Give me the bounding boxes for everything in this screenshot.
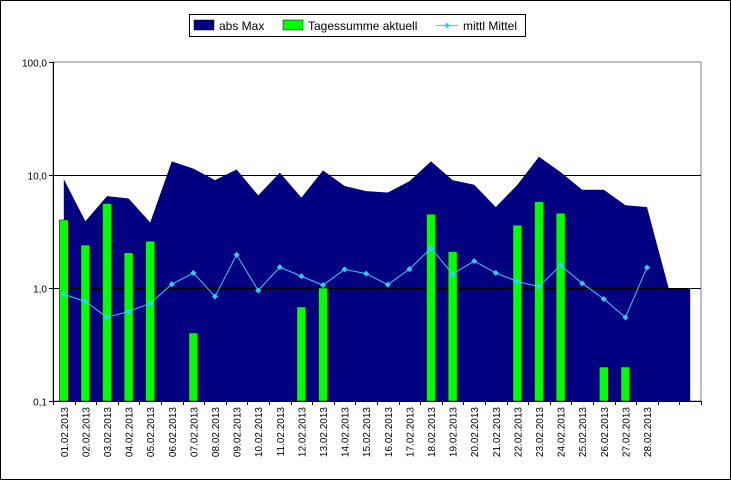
x-tick-label: 01.02.2013 xyxy=(60,407,71,457)
point xyxy=(276,264,283,271)
x-tick-label: 19.02.2013 xyxy=(449,407,460,457)
point xyxy=(622,314,629,321)
bar xyxy=(102,203,112,402)
line-mittl-mittel xyxy=(63,247,648,319)
x-tick-label: 20.02.2013 xyxy=(470,407,481,457)
point xyxy=(384,281,391,288)
axis-layer: 0,1 1,0 10,0 100,0 01.02.2013 02.02.2013 03.02… xyxy=(22,59,702,457)
x-tick-label: 03.02.2013 xyxy=(103,407,114,457)
bar xyxy=(296,306,307,402)
x-tick-label: 14.02.2013 xyxy=(341,407,352,457)
y-tick-label: 10,0 xyxy=(28,172,48,183)
point xyxy=(82,298,89,305)
point xyxy=(168,281,175,288)
point xyxy=(341,266,348,273)
x-tick-label: 13.02.2013 xyxy=(319,407,330,457)
grid-layer xyxy=(53,175,701,289)
y-tick-label: 1,0 xyxy=(33,285,47,296)
point xyxy=(557,262,564,269)
x-tick-label: 21.02.2013 xyxy=(492,407,503,457)
x-tick-label: 26.02.2013 xyxy=(600,407,611,457)
x-tick-label: 22.02.2013 xyxy=(513,407,524,457)
x-tick-label: 28.02.2013 xyxy=(643,407,654,457)
bar xyxy=(59,219,69,402)
x-tick-label: 02.02.2013 xyxy=(81,407,92,457)
bar xyxy=(512,224,523,402)
bar xyxy=(620,366,631,402)
x-tick-label: 15.02.2013 xyxy=(362,407,373,457)
legend-marker xyxy=(444,22,450,29)
point xyxy=(363,270,370,277)
point xyxy=(536,283,542,290)
point xyxy=(60,291,67,298)
x-tick-label: 23.02.2013 xyxy=(535,407,546,457)
point xyxy=(255,287,262,294)
legend-label: abs Max xyxy=(219,19,264,33)
point xyxy=(492,269,499,276)
x-tick-label: 09.02.2013 xyxy=(233,407,244,457)
bar xyxy=(188,332,199,402)
bar xyxy=(123,252,134,402)
x-tick-label: 18.02.2013 xyxy=(427,407,438,457)
bar xyxy=(145,240,155,402)
point xyxy=(600,295,607,302)
point xyxy=(644,264,650,271)
bar xyxy=(534,201,544,402)
point xyxy=(471,258,478,265)
x-tick-label: 25.02.2013 xyxy=(578,407,589,457)
legend-box xyxy=(189,14,526,37)
point xyxy=(147,300,154,307)
bar xyxy=(318,287,328,402)
bar xyxy=(80,244,91,402)
x-tick-label: 04.02.2013 xyxy=(125,407,136,457)
x-tick-label: 24.02.2013 xyxy=(557,407,568,457)
legend-swatch xyxy=(193,19,215,31)
point xyxy=(212,293,218,300)
bar xyxy=(555,212,566,402)
point xyxy=(449,271,456,278)
x-tick-label: 16.02.2013 xyxy=(384,407,395,457)
x-tick-label: 05.02.2013 xyxy=(146,407,157,457)
bar xyxy=(599,366,609,402)
x-tick-label: 10.02.2013 xyxy=(254,407,265,457)
x-tick-label: 11.02.2013 xyxy=(276,407,287,457)
x-tick-label: 27.02.2013 xyxy=(621,407,632,457)
x-tick-label: 17.02.2013 xyxy=(405,407,416,457)
point xyxy=(579,280,586,287)
line-layer xyxy=(60,245,650,321)
x-tick-label: 08.02.2013 xyxy=(211,407,222,457)
point xyxy=(190,269,197,276)
legend-label: Tagessumme aktuell xyxy=(308,19,417,33)
bar xyxy=(426,213,436,402)
legend-label: mittl Mittel xyxy=(463,19,517,33)
y-tick-label: 0,1 xyxy=(33,398,47,409)
x-tick-label: 07.02.2013 xyxy=(189,407,200,457)
point xyxy=(104,314,110,321)
y-tick-label: 100,0 xyxy=(22,59,47,70)
point xyxy=(406,266,413,273)
legend-swatch xyxy=(282,19,304,31)
point xyxy=(298,273,305,280)
point xyxy=(125,308,132,315)
x-tick-label: 06.02.2013 xyxy=(168,407,179,457)
legend: abs Max Tagessumme aktuell mittl Mittel xyxy=(189,14,526,37)
point xyxy=(428,245,434,252)
point xyxy=(320,282,326,289)
x-tick-label: 12.02.2013 xyxy=(297,407,308,457)
point xyxy=(514,278,521,285)
point xyxy=(233,251,240,258)
